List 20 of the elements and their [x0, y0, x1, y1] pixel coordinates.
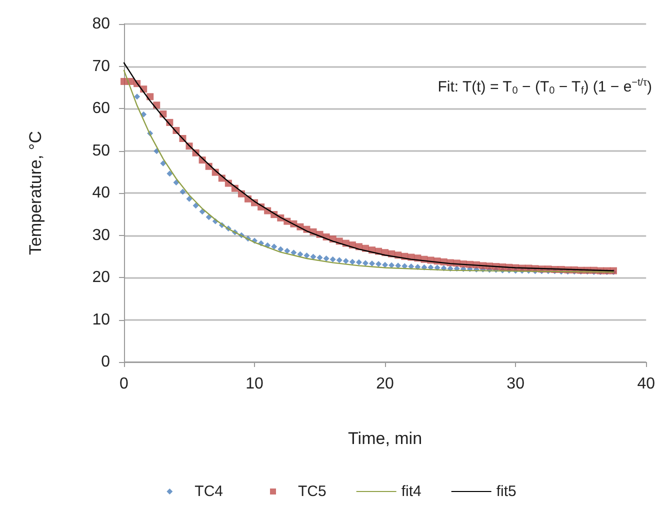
- legend-label: TC4: [194, 483, 223, 500]
- x-tick-label: 20: [376, 376, 394, 392]
- y-tick-label: 0: [101, 354, 110, 370]
- y-tick-label: 50: [92, 142, 110, 160]
- y-tick-label: 80: [92, 16, 110, 32]
- y-tick-label: 30: [92, 226, 110, 244]
- x-tick-label: 30: [506, 376, 525, 392]
- y-axis-title: Temperature, °C: [26, 131, 45, 255]
- x-tick-label: 0: [120, 376, 129, 392]
- legend-label: fit4: [401, 483, 422, 500]
- y-tick-label: 10: [92, 311, 110, 328]
- x-tick-label: 40: [637, 376, 656, 392]
- legend-label: fit5: [496, 483, 516, 500]
- legend-label: TC5: [298, 483, 326, 500]
- x-tick-label: 10: [246, 376, 264, 392]
- y-tick-label: 20: [92, 269, 110, 286]
- y-tick-label: 70: [92, 58, 110, 75]
- y-tick-label: 40: [92, 184, 110, 202]
- x-axis-title: Time, min: [348, 429, 422, 448]
- y-tick-label: 60: [92, 100, 110, 117]
